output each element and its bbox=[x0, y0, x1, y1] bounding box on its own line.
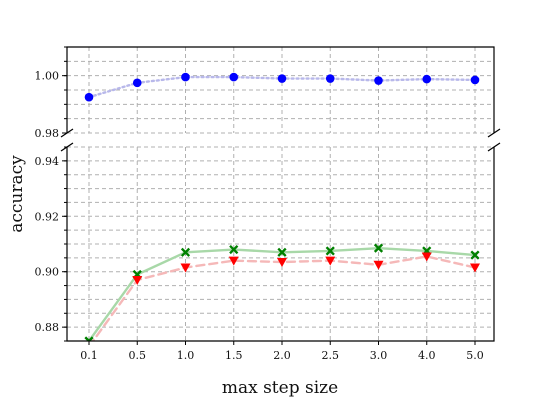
lower-panel-grid bbox=[67, 146, 494, 342]
data-point-triangle bbox=[325, 256, 336, 266]
x-tick-label: 1.5 bbox=[225, 349, 243, 362]
upper-panel-grid bbox=[67, 46, 494, 134]
y-tick-label: 1.00 bbox=[35, 70, 60, 83]
y-tick-label: 0.90 bbox=[35, 266, 60, 279]
break-mark-right-top bbox=[487, 128, 501, 138]
y-axis-title: accuracy bbox=[7, 155, 27, 233]
x-tick-label: 0.5 bbox=[129, 349, 147, 362]
data-point-triangle bbox=[132, 276, 143, 286]
data-point-triangle bbox=[277, 258, 287, 268]
y-tick-label: 0.94 bbox=[35, 155, 60, 168]
data-point-cross bbox=[325, 246, 335, 256]
data-point-triangle bbox=[228, 256, 239, 266]
x-tick-label: 4.0 bbox=[418, 349, 436, 362]
break-mark-right-bottom bbox=[487, 142, 501, 152]
x-tick-label: 0.1 bbox=[80, 349, 98, 362]
data-point-cross bbox=[84, 336, 94, 341]
data-point-cross bbox=[470, 250, 480, 260]
x-tick-label: 1.0 bbox=[177, 349, 195, 362]
data-point-circle bbox=[132, 78, 142, 88]
y-tick-label: 0.98 bbox=[35, 127, 60, 140]
y-tick-label: 0.92 bbox=[35, 210, 60, 223]
data-point-circle bbox=[277, 74, 287, 83]
data-point-cross bbox=[373, 243, 384, 253]
axis-ticks bbox=[62, 46, 476, 345]
lower-panel-plot bbox=[84, 243, 480, 341]
data-point-circle bbox=[229, 72, 239, 82]
x-tick-label: 5.0 bbox=[466, 349, 484, 362]
data-point-circle bbox=[84, 92, 94, 102]
data-point-circle bbox=[181, 72, 190, 82]
data-point-triangle bbox=[180, 263, 191, 273]
x-tick-label: 3.0 bbox=[370, 349, 388, 362]
tick-labels: 0.1 0.5 1.0 1.5 2.0 2.5 3.0 4.0 5.0 0.98 1.00 0.88 0… bbox=[35, 70, 484, 362]
data-point-circle bbox=[422, 74, 432, 84]
data-point-cross bbox=[277, 247, 287, 257]
axis-break-marks bbox=[60, 128, 501, 152]
x-tick-label: 2.0 bbox=[273, 349, 291, 362]
y-tick-label: 0.88 bbox=[35, 321, 60, 334]
axes-spines bbox=[66, 46, 495, 342]
upper-panel-plot bbox=[84, 72, 480, 102]
data-point-triangle bbox=[373, 260, 384, 270]
x-axis-title: max step size bbox=[222, 378, 338, 398]
data-point-triangle bbox=[470, 263, 480, 273]
data-point-cross bbox=[229, 244, 239, 255]
data-point-triangle bbox=[421, 252, 432, 262]
data-point-circle bbox=[470, 75, 480, 85]
data-point-cross bbox=[180, 247, 191, 257]
data-point-circle bbox=[374, 76, 383, 85]
data-point-circle bbox=[325, 74, 335, 83]
x-tick-label: 2.5 bbox=[322, 349, 340, 362]
